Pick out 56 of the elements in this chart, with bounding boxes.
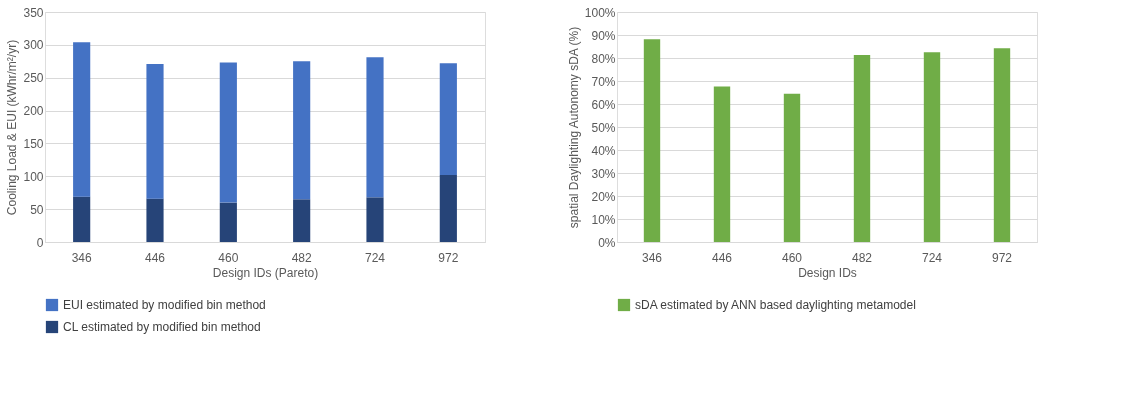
y-axis-title: spatial Daylighting Autonomy sDA (%) (566, 26, 581, 229)
y-tick-label: 350 (23, 5, 44, 20)
bar (366, 57, 384, 198)
x-axis-title: Design IDs (798, 265, 857, 280)
x-tick-label: 724 (921, 250, 943, 265)
y-tick-label: 20% (591, 189, 616, 204)
y-tick-label: 100 (23, 169, 44, 184)
bar (713, 86, 731, 242)
y-tick-label: 80% (591, 51, 616, 66)
bar (923, 52, 941, 242)
y-tick-label: 0% (598, 235, 616, 250)
x-tick-label: 446 (711, 250, 733, 265)
legend-label: CL estimated by modified bin method (63, 320, 261, 334)
y-tick-label: 30% (591, 166, 616, 181)
bar (146, 63, 164, 199)
y-tick-label: 200 (23, 104, 44, 119)
y-tick-label: 300 (23, 38, 44, 53)
x-tick-label: 724 (364, 250, 386, 265)
bar (366, 197, 384, 242)
y-tick-label: 60% (591, 97, 616, 112)
x-tick-label: 446 (144, 250, 166, 265)
x-tick-label: 972 (438, 250, 459, 265)
legend-label: sDA estimated by ANN based daylighting metamodel (635, 298, 916, 312)
x-tick-label: 346 (641, 250, 663, 265)
bar (853, 55, 871, 242)
bar (293, 61, 311, 200)
x-tick-label: 972 (991, 250, 1013, 265)
y-tick-label: 70% (591, 74, 616, 89)
bar (439, 63, 457, 175)
x-tick-label: 460 (781, 250, 803, 265)
bar (783, 93, 801, 242)
y-tick-label: 10% (591, 212, 616, 227)
bar (993, 48, 1011, 242)
bar (73, 42, 91, 197)
y-tick-label: 0 (36, 235, 44, 250)
x-axis-title: Design IDs (Pareto) (212, 265, 319, 280)
legend-label: EUI estimated by modified bin method (63, 298, 266, 312)
y-tick-label: 50% (591, 120, 616, 135)
bar (643, 39, 661, 242)
x-tick-label: 482 (851, 250, 873, 265)
y-tick-label: 90% (591, 28, 616, 43)
y-tick-label: 250 (23, 71, 44, 86)
bar (293, 199, 311, 242)
x-tick-label: 482 (291, 250, 312, 265)
bar (219, 202, 237, 242)
bar (219, 62, 237, 203)
bar (146, 198, 164, 242)
bar (73, 196, 91, 242)
y-axis-title: Cooling Load & EUI (kWhr/m²/yr) (5, 39, 20, 216)
x-tick-label: 460 (218, 250, 239, 265)
y-tick-label: 100% (584, 5, 616, 20)
x-tick-label: 346 (71, 250, 92, 265)
y-tick-label: 50 (30, 202, 44, 217)
y-tick-label: 150 (23, 136, 44, 151)
y-tick-label: 40% (591, 143, 616, 158)
bar (439, 174, 457, 242)
